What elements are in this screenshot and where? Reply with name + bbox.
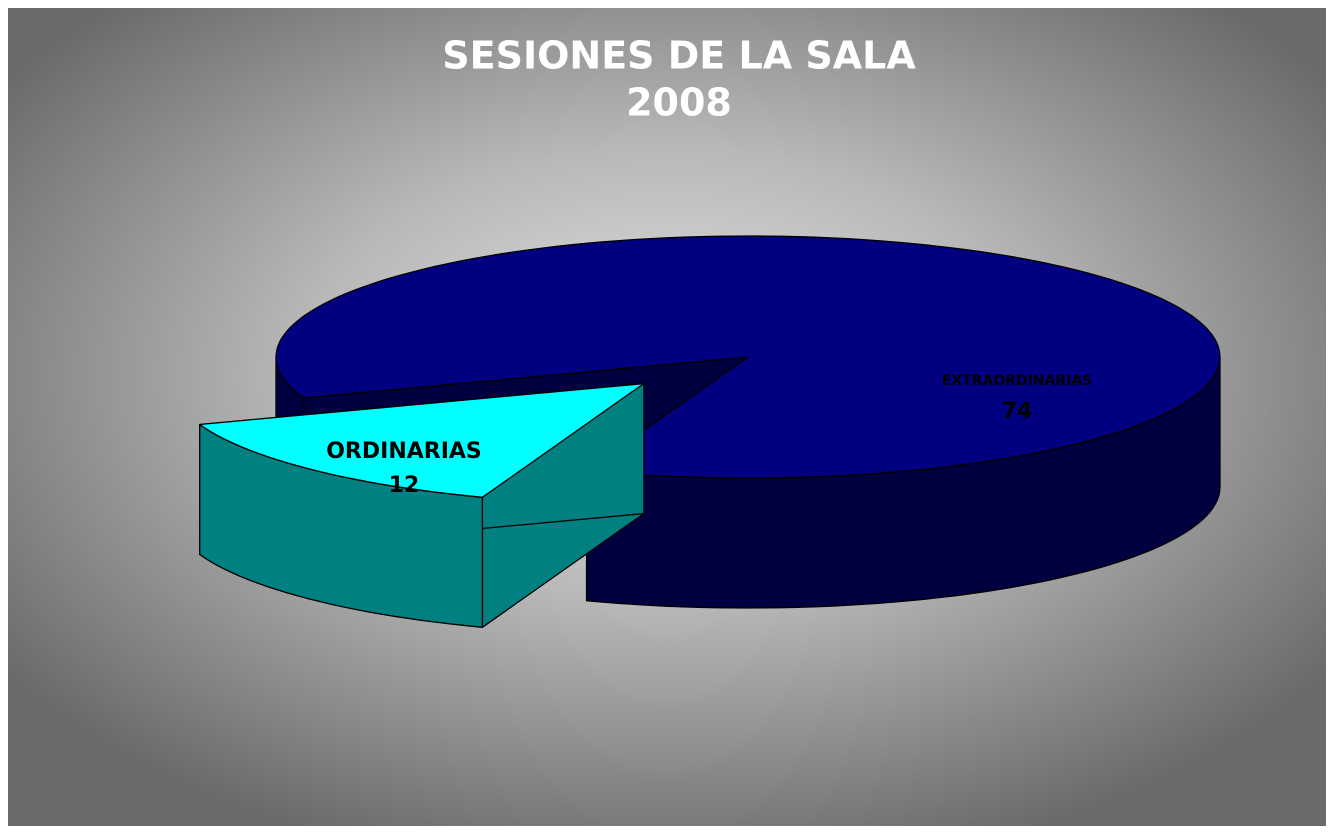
chart-subtitle: 2008 (626, 81, 732, 125)
slice (199, 382, 645, 498)
slice-label: ORDINARIAS (326, 439, 482, 464)
chart-title: SESIONES DE LA SALA (442, 34, 916, 78)
slice-label: EXTRAORDINARIAS (942, 373, 1093, 389)
slice-value-label: 74 (1002, 399, 1033, 424)
pie (199, 235, 1221, 628)
slice (275, 235, 1221, 479)
slice-value-label: 12 (389, 473, 420, 498)
